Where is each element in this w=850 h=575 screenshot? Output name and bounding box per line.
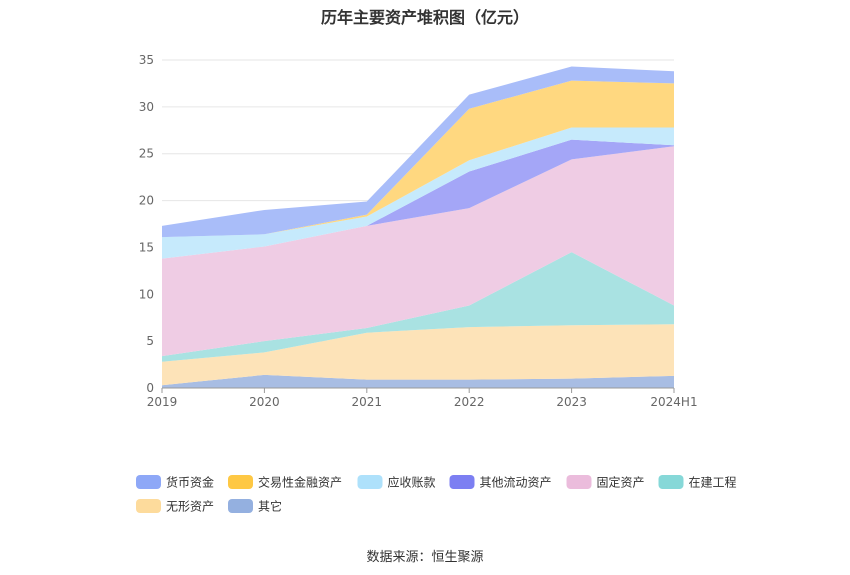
y-tick-label: 15 xyxy=(139,240,154,254)
legend-item: 应收账款 xyxy=(357,475,436,490)
y-tick-label: 0 xyxy=(146,381,154,395)
legend-item: 其它 xyxy=(228,499,282,514)
legend-item: 其他流动资产 xyxy=(449,475,552,490)
legend-swatch xyxy=(357,475,383,489)
legend-item: 在建工程 xyxy=(658,475,737,490)
legend-swatch xyxy=(449,475,475,489)
y-tick-label: 10 xyxy=(139,287,154,301)
legend-label: 货币资金 xyxy=(166,475,214,490)
legend-item: 固定资产 xyxy=(566,475,645,490)
chart-title: 历年主要资产堆积图（亿元） xyxy=(320,8,529,27)
x-tick-label: 2024H1 xyxy=(650,395,697,409)
y-tick-label: 35 xyxy=(139,53,154,67)
legend-label: 交易性金融资产 xyxy=(258,475,342,490)
x-tick-label: 2023 xyxy=(556,395,587,409)
area-series xyxy=(162,146,674,357)
x-tick-label: 2022 xyxy=(454,395,485,409)
area-series xyxy=(162,66,674,238)
legend-item: 货币资金 xyxy=(136,475,214,490)
area-series xyxy=(162,127,674,259)
area-series xyxy=(162,252,674,362)
legend-item: 无形资产 xyxy=(136,499,214,514)
legend-label: 应收账款 xyxy=(388,475,436,490)
x-tick-label: 2021 xyxy=(352,395,383,409)
legend-label: 无形资产 xyxy=(166,500,214,514)
x-tick-label: 2019 xyxy=(147,395,178,409)
legend-label: 在建工程 xyxy=(689,475,737,490)
x-tick-label: 2020 xyxy=(249,395,280,409)
y-tick-label: 30 xyxy=(139,100,154,114)
area-series xyxy=(162,80,674,238)
legend-swatch xyxy=(228,475,253,489)
area-series xyxy=(162,374,674,388)
area-series xyxy=(162,324,674,386)
legend-swatch xyxy=(136,499,161,513)
y-tick-label: 25 xyxy=(139,147,154,161)
legend-label: 其它 xyxy=(258,499,282,514)
legend-swatch xyxy=(566,475,592,489)
legend-item: 交易性金融资产 xyxy=(228,475,342,490)
area-series xyxy=(162,139,674,259)
y-tick-label: 5 xyxy=(146,334,154,348)
legend-swatch xyxy=(658,475,684,489)
y-tick-label: 20 xyxy=(139,194,154,208)
data-source: 数据来源：恒生聚源 xyxy=(366,550,484,565)
legend-label: 其他流动资产 xyxy=(480,476,552,490)
legend-swatch xyxy=(228,499,253,513)
legend-swatch xyxy=(136,475,161,489)
legend-label: 固定资产 xyxy=(597,475,645,490)
